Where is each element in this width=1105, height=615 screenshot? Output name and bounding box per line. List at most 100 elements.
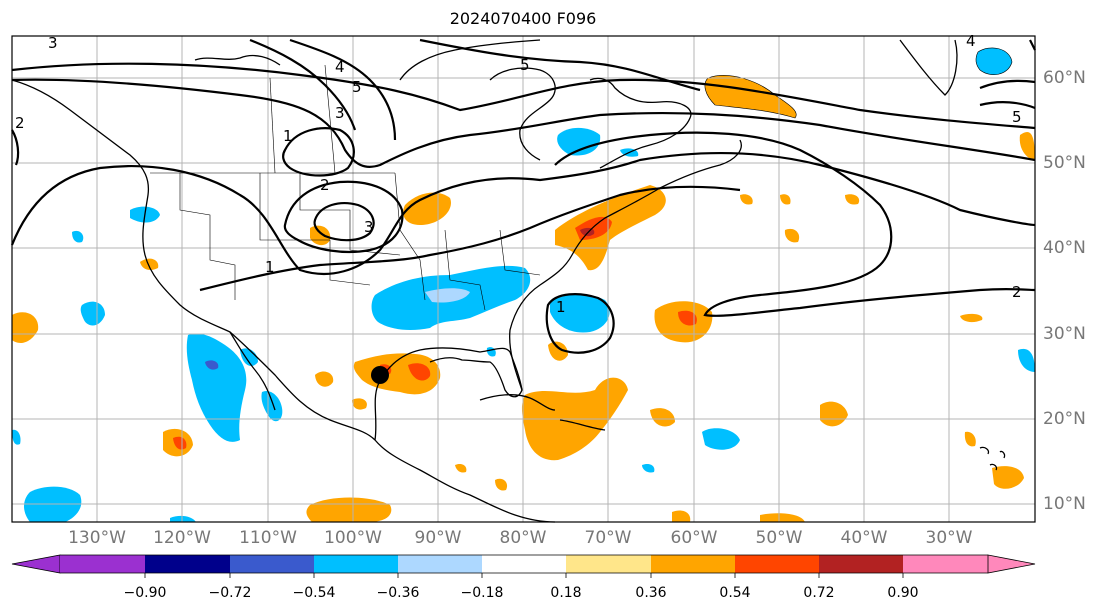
contour-label: 1 [283,127,293,145]
anomaly-positive [315,371,334,387]
colorbar-bin [230,555,314,573]
contour-label: 2 [15,114,25,132]
colorbar-bin [60,555,145,573]
colorbar-bin [482,555,566,573]
map-frame [11,35,1036,523]
anomaly-positive [12,312,39,343]
anomaly-positive [845,194,860,205]
colorbar-tick-label: −0.36 [376,585,420,601]
anomaly-negative [1018,348,1035,372]
colorbar-tick-label: −0.90 [123,585,167,601]
colorbar-tick-label: −0.54 [292,585,336,601]
anomaly-positive [992,466,1024,489]
colorbar [11,554,1036,578]
anomaly-positive [740,194,753,205]
anomaly-negative-mid [205,360,219,370]
colorbar-bin [145,555,230,573]
longitude-label: 40°W [840,528,888,548]
anomaly-positive [820,401,848,427]
longitude-label: 120°W [153,528,211,548]
colorbar-tick-label: 0.36 [635,585,667,601]
anomaly-positive [548,341,568,361]
longitude-label: 130°W [68,528,126,548]
latitude-label: 60°N [1043,68,1086,88]
graticule [12,36,1035,522]
anomaly-negative [702,428,740,450]
latitude-label: 10°N [1043,494,1086,514]
anomaly-positive [352,398,367,410]
anomaly-negative [261,390,283,422]
anomaly-negative [240,348,258,366]
colorbar-bin [398,555,482,573]
anomaly-red [408,363,431,381]
contour-label: 2 [320,176,330,194]
longitude-label: 50°W [755,528,803,548]
colorbar-bin [735,555,819,573]
longitude-label: 100°W [324,528,382,548]
contour-label: 4 [966,32,976,50]
longitude-label: 70°W [584,528,632,548]
anomaly-positive [403,192,451,225]
colorbar-tick-label: −0.18 [460,585,504,601]
anomaly-negative [557,127,601,156]
latitude-label: 20°N [1043,409,1086,429]
colorbar-tick-label: 0.90 [887,585,919,601]
anomaly-negative [80,301,105,326]
anomaly-negative [170,515,196,522]
state-borders [150,64,541,311]
anomaly-red [678,310,697,326]
anomaly-positive [760,513,805,522]
anomaly-negative [72,230,84,243]
latitude-label: 30°N [1043,324,1086,344]
storm-center-marker [371,366,389,384]
contour-lines [10,38,1036,354]
anomaly-negative [186,333,247,442]
colorbar-bin [314,555,398,573]
longitude-label: 60°W [670,528,718,548]
anomaly-positive [964,431,976,447]
colorbar-bin [566,555,651,573]
longitude-label: 80°W [499,528,547,548]
anomaly-negative [550,294,610,333]
anomaly-positive [140,258,159,270]
anomaly-positive [672,510,691,522]
colorbar-tick-label: 0.18 [550,585,582,601]
contour-label: 4 [335,58,345,76]
anomaly-positive [650,408,675,427]
colorbar-bin [987,554,1036,574]
longitude-label: 110°W [239,528,297,548]
map-title: 2024070400 F096 [449,9,597,28]
anomaly-positive [780,194,791,205]
anomaly-negative [975,47,1013,75]
anomaly-red [173,436,187,450]
contour-label: 3 [364,218,374,236]
colorbar-tick-label: −0.72 [208,585,252,601]
anomaly-positive [1019,131,1035,160]
anomaly-positive [555,185,666,271]
contour-label: 5 [1012,108,1022,126]
latitude-label: 40°N [1043,238,1086,258]
anomaly-positive [960,313,983,323]
contour-label: 5 [520,56,530,74]
anomaly-negative [642,463,655,473]
contour-label: 3 [48,34,58,52]
anomaly-negative-light [425,288,470,303]
anomaly-negative [12,429,21,445]
colorbar-tick-label: 0.72 [803,585,835,601]
longitude-label: 30°W [925,528,973,548]
colorbar-bin [903,555,988,573]
contour-label: 5 [352,78,362,96]
colorbar-bin [651,555,735,573]
anomaly-positive [784,228,800,243]
colorbar-tick-label: 0.54 [719,585,751,601]
colorbar-bin [11,554,61,574]
contour-label: 1 [265,258,275,276]
colorbar-bin [819,555,903,573]
contour-label: 1 [556,298,566,316]
anomaly-positive [455,463,467,473]
longitude-label: 90°W [414,528,462,548]
contour-label: 2 [1012,283,1022,301]
coastlines [11,39,1006,523]
latitude-label: 50°N [1043,153,1086,173]
